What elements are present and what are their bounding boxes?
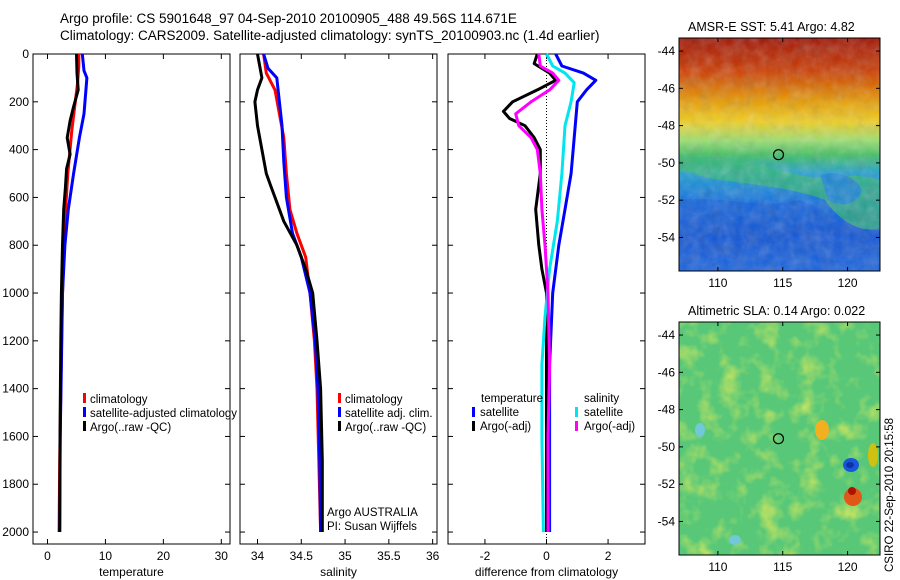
map-y-tick-label: -54 — [658, 230, 676, 244]
legend-swatch — [575, 407, 578, 417]
y-tick-label: 1600 — [2, 429, 29, 443]
sla-heatmap-field — [679, 322, 880, 555]
legend-label: Argo(-adj) — [480, 421, 531, 433]
x-tick-label: 35 — [338, 549, 352, 563]
sla-map-title: Altimetric SLA: 0.14 Argo: 0.022 — [688, 304, 866, 318]
map-x-tick-label: 115 — [773, 276, 792, 290]
legend-group-title: temperature — [481, 393, 543, 405]
legend-swatch — [83, 421, 86, 431]
y-tick-label: 1200 — [2, 334, 29, 348]
x-tick-label: 36 — [426, 549, 440, 563]
legend-swatch — [472, 407, 475, 417]
generator-timestamp: CSIRO 22-Sep-2010 20:15:58 — [884, 417, 896, 572]
argo-position-marker — [772, 149, 785, 161]
sst-map-title: AMSR-E SST: 5.41 Argo: 4.82 — [688, 20, 855, 34]
map-y-tick-label: -52 — [658, 477, 676, 491]
y-tick-label: 600 — [9, 190, 29, 204]
legend-label: satellite — [584, 407, 623, 419]
panel-annotation: PI: Susan Wijffels — [327, 521, 417, 533]
legend-label: climatology — [90, 394, 148, 406]
y-tick-label: 400 — [9, 143, 29, 157]
y-tick-label: 1000 — [2, 286, 29, 300]
y-tick-label: 200 — [9, 95, 29, 109]
map-y-tick-label: -46 — [658, 81, 676, 95]
temperature-panel: 0 10 20 30 0 200 400 600 800 1000 1200 1400 1600 1800… — [2, 47, 237, 579]
legend-label: Argo(..raw -QC) — [345, 422, 426, 434]
map-x-tick-label: 120 — [838, 276, 858, 290]
map-y-tick-label: -44 — [658, 328, 676, 342]
map-y-tick-label: -54 — [658, 514, 676, 528]
legend-swatch — [338, 421, 341, 431]
salinity-panel: 34 34.5 35 35.5 36 salinity climatology satelli… — [239, 53, 440, 579]
map-y-tick-label: -46 — [658, 365, 676, 379]
map-x-tick-label: 110 — [708, 276, 727, 290]
x-tick-label: 34 — [251, 549, 265, 563]
legend-swatch — [575, 421, 578, 431]
legend-swatch — [83, 407, 86, 417]
legend-label: Argo(..raw -QC) — [90, 422, 171, 434]
legend-swatch — [338, 393, 341, 403]
map-y-tick-label: -50 — [658, 440, 676, 454]
legend-label: satellite adj. clim. — [345, 408, 433, 420]
series-line — [253, 53, 324, 532]
plot-frame — [32, 53, 231, 545]
legend-label: satellite-adjusted climatology — [90, 408, 237, 420]
panel-annotation: Argo AUSTRALIA — [327, 507, 418, 519]
map-x-tick-label: 115 — [773, 560, 792, 574]
map-y-tick-label: -48 — [658, 403, 676, 417]
x-tick-label: 0 — [44, 549, 51, 563]
series-line — [501, 53, 558, 532]
legend-group-title: salinity — [584, 393, 619, 405]
series-line — [262, 53, 323, 533]
y-tick-label: 2000 — [2, 525, 29, 539]
series-line — [58, 53, 80, 533]
y-tick-label: 0 — [22, 47, 29, 61]
y-tick-label: 1800 — [2, 477, 29, 491]
x-tick-label: 10 — [99, 549, 113, 563]
map-x-tick-label: 110 — [708, 560, 727, 574]
sst-map-panel: 110 115 120 -44 -46 -48 -50 -52 -54 — [658, 37, 881, 290]
x-tick-label: 34.5 — [290, 549, 314, 563]
sst-heatmap-field — [679, 38, 880, 271]
x-axis-label: salinity — [320, 565, 357, 579]
legend-label: satellite — [480, 407, 519, 419]
legend-swatch — [472, 421, 475, 431]
legend-label: Argo(-adj) — [584, 421, 635, 433]
x-tick-label: 0 — [543, 549, 550, 563]
figure-title-line1: Argo profile: CS 5901648_97 04-Sep-2010 … — [60, 11, 517, 26]
x-axis-label: temperature — [99, 565, 164, 579]
map-y-tick-label: -52 — [658, 193, 676, 207]
x-tick-label: 35.5 — [377, 549, 401, 563]
series-line — [540, 53, 576, 533]
map-y-tick-label: -50 — [658, 156, 676, 170]
x-axis-label: difference from climatology — [475, 565, 618, 579]
map-y-tick-label: -48 — [658, 119, 676, 133]
x-tick-label: 2 — [605, 549, 612, 563]
legend-swatch — [83, 393, 86, 403]
legend-label: climatology — [345, 394, 403, 406]
map-y-tick-label: -44 — [658, 44, 676, 58]
plot-frame — [239, 53, 438, 545]
map-x-tick-label: 120 — [838, 560, 858, 574]
x-tick-label: 30 — [215, 549, 229, 563]
difference-panel: -2 0 2 difference from climatology temperatu… — [447, 53, 646, 579]
y-tick-label: 1400 — [2, 382, 29, 396]
legend-swatch — [338, 407, 341, 417]
argo-position-marker — [772, 433, 785, 445]
series-line — [514, 53, 561, 532]
y-tick-label: 800 — [9, 238, 29, 252]
figure-title-line2: Climatology: CARS2009. Satellite-adjuste… — [60, 28, 600, 43]
series-line — [548, 53, 598, 532]
sla-map-panel: 110 115 120 -44 -46 -48 -50 -52 -54 — [658, 321, 881, 574]
x-tick-label: -2 — [480, 549, 491, 563]
x-tick-label: 20 — [157, 549, 171, 563]
